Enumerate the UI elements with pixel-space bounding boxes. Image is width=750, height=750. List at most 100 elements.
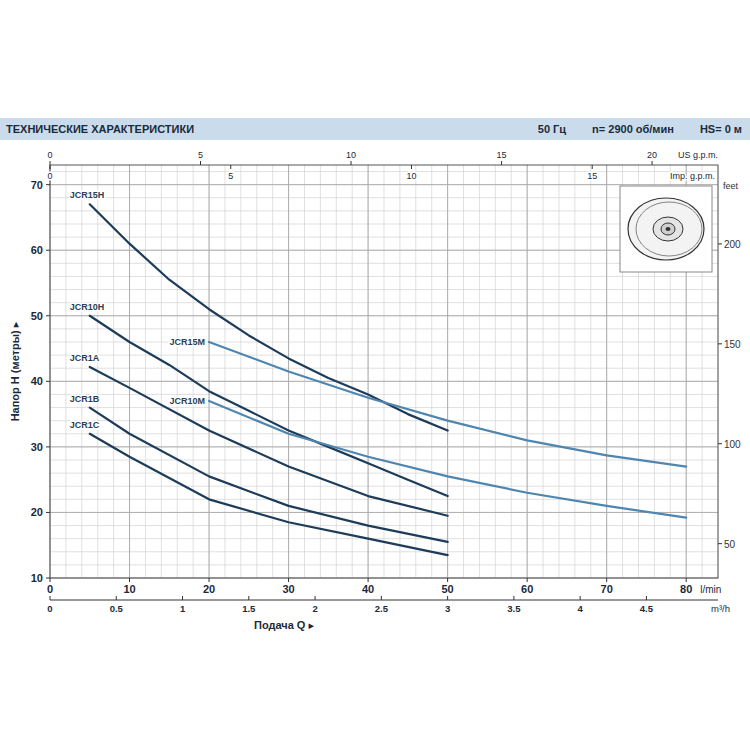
grid-line (368, 165, 369, 578)
tick-mark (606, 578, 607, 582)
minor-grid-line (606, 165, 607, 578)
grid-line (50, 184, 718, 185)
tick-mark (50, 596, 51, 600)
x-axis-title: Подача Q ▸ (254, 619, 314, 631)
minor-grid-line (511, 165, 512, 578)
minor-grid-line (431, 165, 432, 578)
minor-grid-line (193, 165, 194, 578)
header-bar (0, 118, 750, 140)
grid-line (50, 512, 718, 513)
minor-grid-line (50, 210, 718, 211)
y-tick-label: 70 (31, 179, 43, 191)
y-tick-label: 10 (31, 572, 43, 584)
x-tick-label: 60 (521, 583, 533, 595)
minor-grid-line (50, 564, 718, 565)
pump-curve (209, 342, 686, 467)
y-tick-label: 50 (31, 310, 43, 322)
minor-grid-line (527, 165, 528, 578)
minor-grid-line (479, 165, 480, 578)
minor-grid-line (161, 165, 162, 578)
tick-mark (718, 343, 722, 344)
minor-grid-line (50, 420, 718, 421)
minor-grid-line (590, 165, 591, 578)
minor-grid-line (256, 165, 257, 578)
minor-grid-line (50, 315, 718, 316)
x2-tick-label: 4 (578, 603, 584, 614)
x3-tick-label: 5 (198, 150, 203, 160)
impeller-picture (620, 186, 712, 272)
grid-line (50, 315, 718, 316)
minor-grid-line (336, 165, 337, 578)
tick-mark (592, 165, 593, 169)
tick-mark (686, 578, 687, 582)
minor-grid-line (50, 381, 718, 382)
pump-curve (90, 434, 448, 555)
minor-grid-line (574, 165, 575, 578)
x2-unit: m³/h (711, 603, 730, 614)
minor-grid-line (558, 165, 559, 578)
impeller-disc (628, 198, 704, 260)
x4-tick-label: 0 (47, 171, 52, 181)
minor-grid-line (352, 165, 353, 578)
minor-grid-line (272, 165, 273, 578)
tick-mark (501, 161, 502, 165)
grid-line (50, 381, 718, 382)
impeller-eye (661, 223, 675, 235)
minor-grid-line (224, 165, 225, 578)
chart: ТЕХНИЧЕСКИЕ ХАРАКТЕРИСТИКИHS= 0 мn= 2900… (0, 0, 750, 750)
x3-tick-label: 15 (497, 150, 507, 160)
x4-tick-label: 10 (406, 171, 416, 181)
grid-line (50, 250, 718, 251)
minor-grid-line (399, 165, 400, 578)
pump-curve (90, 408, 448, 542)
tick-mark (288, 578, 289, 582)
x-tick-label: 50 (441, 583, 453, 595)
page: {"chart_data": { "type": "line", "title"… (0, 0, 750, 750)
x3-tick-label: 0 (47, 150, 52, 160)
grid (50, 165, 718, 578)
tick-mark (46, 315, 50, 316)
x2-tick-label: 0.5 (110, 603, 124, 614)
x4-unit: Imp. g.p.m. (670, 171, 715, 181)
curve-label: JCR15H (70, 190, 105, 200)
tick-mark (411, 165, 412, 169)
x4-tick-label: 15 (587, 171, 597, 181)
minor-grid-line (145, 165, 146, 578)
minor-grid-line (65, 165, 66, 578)
minor-grid-line (50, 525, 718, 526)
tick-mark (46, 184, 50, 185)
y-tick-label: 60 (31, 244, 43, 256)
grid-line (50, 446, 718, 447)
x2-tick-label: 0 (47, 603, 52, 614)
x2-tick-label: 1.5 (242, 603, 256, 614)
minor-grid-line (81, 165, 82, 578)
minor-grid-line (384, 165, 385, 578)
tick-mark (230, 165, 231, 169)
tick-mark (351, 161, 352, 165)
minor-grid-line (50, 237, 718, 238)
tick-mark (447, 578, 448, 582)
annotation: HS= 0 м (700, 123, 742, 135)
tick-mark (50, 578, 51, 582)
minor-grid-line (129, 165, 130, 578)
picture-frame (620, 186, 712, 272)
plot-area (50, 165, 718, 578)
minor-grid-line (50, 342, 718, 343)
minor-grid-line (50, 368, 718, 369)
tick-mark (46, 512, 50, 513)
tick-mark (646, 596, 647, 600)
minor-grid-line (495, 165, 496, 578)
tick-mark (129, 578, 130, 582)
x2-tick-label: 3.5 (507, 603, 521, 614)
y-tick-label: 40 (31, 375, 43, 387)
minor-grid-line (50, 551, 718, 552)
x-tick-label: 0 (47, 583, 53, 595)
minor-grid-line (50, 302, 718, 303)
x4-tick-label: 5 (228, 171, 233, 181)
tick-mark (447, 596, 448, 600)
minor-grid-line (50, 394, 718, 395)
tick-mark (315, 596, 316, 600)
x-tick-label: 40 (362, 583, 374, 595)
tick-mark (381, 596, 382, 600)
grid-line (129, 165, 130, 578)
